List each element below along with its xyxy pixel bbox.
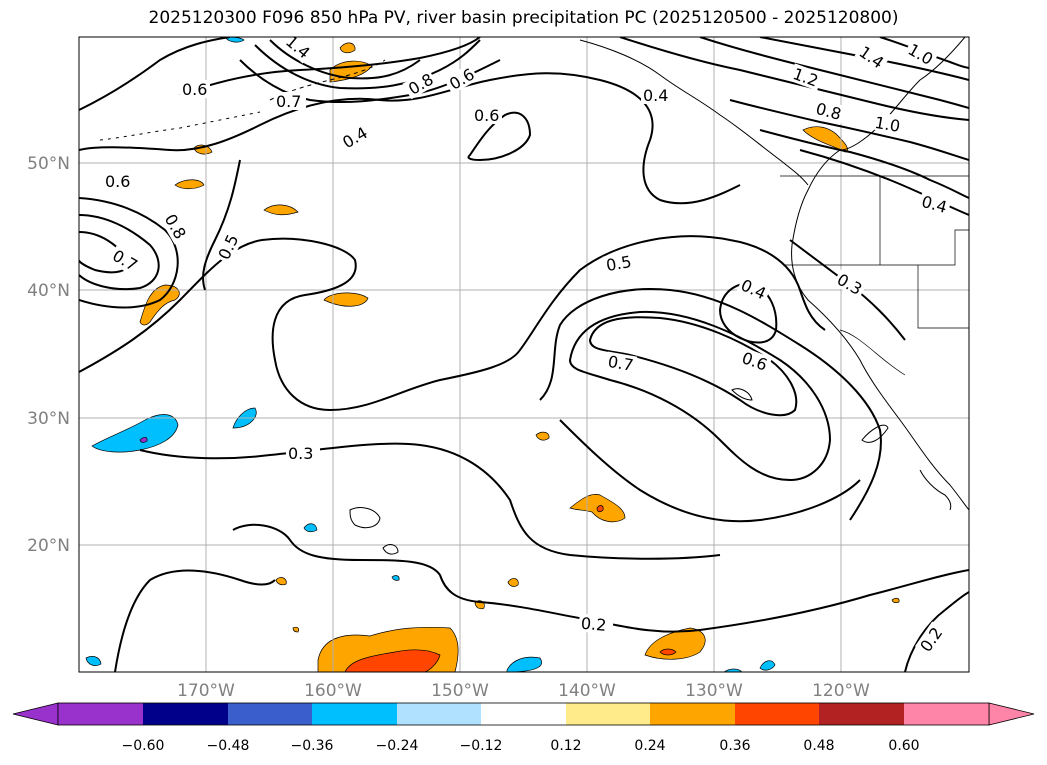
colorbar-tick-label: 0.24	[634, 738, 665, 754]
latitude-labels: 50°N 40°N 30°N 20°N	[27, 154, 70, 556]
colorbar-cell	[735, 703, 819, 725]
lon-label-160w: 160°W	[304, 681, 362, 701]
lat-label-50n: 50°N	[27, 154, 70, 174]
lat-label-30n: 30°N	[27, 409, 70, 429]
contour-label: 0.7	[276, 92, 301, 111]
lon-label-140w: 140°W	[558, 681, 616, 701]
lon-label-170w: 170°W	[177, 681, 235, 701]
colorbar-under-arrow	[12, 702, 59, 726]
contour-label: 1.0	[873, 113, 901, 136]
contour-label: 0.6	[182, 80, 207, 99]
colorbar: −0.60 −0.48 −0.36 −0.24 −0.12 0.12 0.24 …	[12, 702, 1035, 754]
colorbar-cell	[481, 703, 566, 725]
colorbar-tick-label: −0.36	[291, 738, 334, 754]
contour-label: 0.5	[605, 252, 633, 275]
contour-label: 0.7	[606, 352, 634, 375]
lon-label-120w: 120°W	[812, 681, 870, 701]
map-panel	[79, 37, 969, 672]
lat-label-40n: 40°N	[27, 281, 70, 301]
graticule	[79, 37, 969, 672]
colorbar-cell	[904, 703, 989, 725]
contour-label: 0.3	[288, 444, 313, 463]
contour-label: 0.4	[643, 86, 668, 105]
colorbar-cell	[650, 703, 735, 725]
colorbar-cell	[566, 703, 650, 725]
contour-label: 0.6	[105, 172, 130, 191]
longitude-labels: 170°W 160°W 150°W 140°W 130°W 120°W	[177, 681, 870, 701]
map-frame	[78, 36, 970, 673]
colorbar-tick-label: 0.12	[550, 738, 581, 754]
precip-negative-shading	[85, 37, 776, 672]
lon-label-130w: 130°W	[685, 681, 743, 701]
pv-contours	[79, 37, 969, 672]
borders	[780, 175, 969, 376]
colorbar-frame	[57, 702, 990, 726]
colorbar-tick-label: −0.60	[122, 738, 165, 754]
colorbar-ticks: −0.60 −0.48 −0.36 −0.24 −0.12 0.12 0.24 …	[122, 738, 920, 754]
colorbar-tick-label: 0.60	[888, 738, 919, 754]
colorbar-tick-label: 0.48	[803, 738, 834, 754]
colorbar-over-arrow	[988, 702, 1035, 726]
colorbar-cell	[143, 703, 228, 725]
contour-label: 0.2	[580, 614, 607, 635]
lat-label-20n: 20°N	[27, 536, 70, 556]
colorbar-tick-label: −0.12	[460, 738, 503, 754]
colorbar-tick-label: 0.36	[719, 738, 750, 754]
colorbar-cell	[58, 703, 143, 725]
colorbar-cell	[312, 703, 397, 725]
map-title: 2025120300 F096 850 hPa PV, river basin …	[148, 8, 899, 28]
colorbar-cell	[228, 703, 312, 725]
colorbar-tick-label: −0.24	[376, 738, 419, 754]
colorbar-tick-label: −0.48	[207, 738, 250, 754]
contour-label: 0.6	[474, 106, 499, 125]
colorbar-cell	[819, 703, 904, 725]
lon-label-150w: 150°W	[431, 681, 489, 701]
colorbar-cell	[397, 703, 481, 725]
